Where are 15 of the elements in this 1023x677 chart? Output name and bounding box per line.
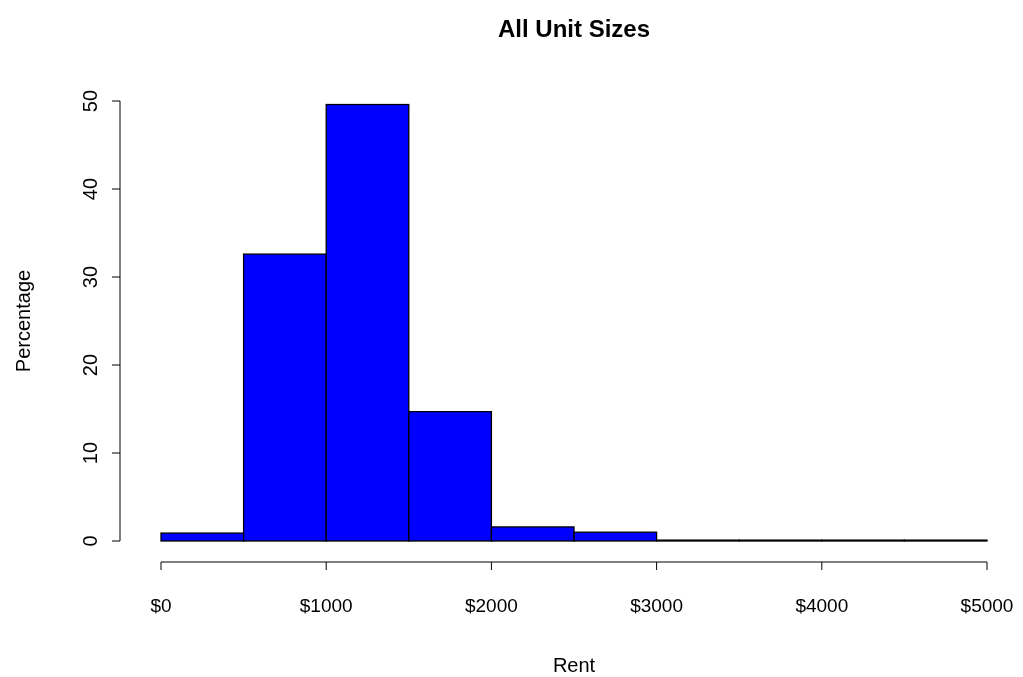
y-tick-label: 20 [79,353,101,377]
x-tick-label: $2000 [464,595,518,616]
y-tick-label: 0 [79,535,101,547]
x-tick-label: $4000 [795,595,849,616]
y-tick-label: 40 [79,177,101,201]
x-tick-label: $5000 [960,595,1014,616]
x-tick-label: $0 [150,595,172,616]
y-tick-label: 50 [79,89,101,113]
x-tick-label: $1000 [299,595,353,616]
chart-title: All Unit Sizes [497,15,651,42]
x-tick-label: $3000 [630,595,684,616]
y-tick-label: 10 [79,441,101,465]
y-axis-title: Percentage [12,269,34,373]
y-tick-label: 30 [79,265,101,289]
x-axis-title: Rent [552,654,596,676]
